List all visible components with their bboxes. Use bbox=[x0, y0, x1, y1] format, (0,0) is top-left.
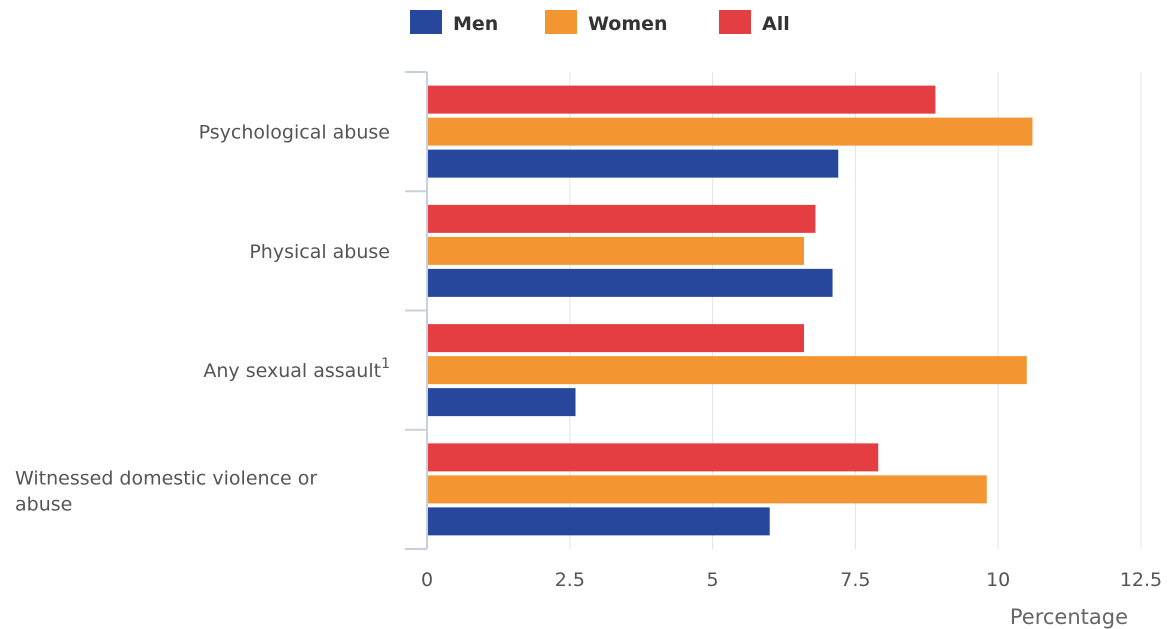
y-axis bbox=[405, 71, 428, 550]
bar-women-2[interactable] bbox=[427, 236, 804, 265]
footnote-marker: 1 bbox=[381, 356, 390, 372]
legend-swatch bbox=[410, 10, 442, 34]
bar-men-1[interactable] bbox=[427, 149, 839, 178]
legend-label: Men bbox=[453, 13, 498, 35]
legend-item-men[interactable]: Men bbox=[410, 10, 498, 35]
x-tick-labels: 0 2.5 5 7.5 10 12.5 bbox=[421, 569, 1162, 591]
x-tick-label: 7.5 bbox=[840, 569, 870, 591]
category-label: Any sexual assault1 bbox=[203, 356, 390, 382]
x-tick-label: 12.5 bbox=[1120, 569, 1162, 591]
legend-swatch bbox=[545, 10, 577, 34]
bar-women-3[interactable] bbox=[427, 356, 1027, 385]
x-tick-label: 5 bbox=[707, 569, 719, 591]
legend[interactable]: Men Women All bbox=[410, 10, 790, 35]
legend-label: Women bbox=[588, 13, 668, 35]
x-tick-label: 10 bbox=[986, 569, 1010, 591]
bars bbox=[427, 85, 1033, 536]
legend-item-all[interactable]: All bbox=[719, 10, 790, 35]
bar-men-3[interactable] bbox=[427, 388, 576, 417]
x-tick-label: 0 bbox=[421, 569, 433, 591]
bar-women-4[interactable] bbox=[427, 475, 987, 504]
bar-all-1[interactable] bbox=[427, 85, 936, 114]
x-tick-label: 2.5 bbox=[555, 569, 585, 591]
legend-item-women[interactable]: Women bbox=[545, 10, 668, 35]
bar-all-4[interactable] bbox=[427, 443, 879, 472]
category-label: Witnessed domestic violence or abuse bbox=[15, 467, 317, 515]
bar-men-4[interactable] bbox=[427, 507, 770, 536]
legend-swatch bbox=[719, 10, 751, 34]
category-label: Psychological abuse bbox=[199, 122, 390, 144]
category-labels: Psychological abuse Physical abuse Any sex… bbox=[15, 122, 390, 516]
x-axis-title: Percentage bbox=[1010, 605, 1128, 629]
legend-label: All bbox=[762, 13, 790, 35]
bar-women-1[interactable] bbox=[427, 117, 1033, 146]
bar-all-3[interactable] bbox=[427, 324, 804, 353]
category-label: Physical abuse bbox=[249, 241, 390, 263]
bar-all-2[interactable] bbox=[427, 204, 816, 233]
bar-men-2[interactable] bbox=[427, 268, 833, 297]
